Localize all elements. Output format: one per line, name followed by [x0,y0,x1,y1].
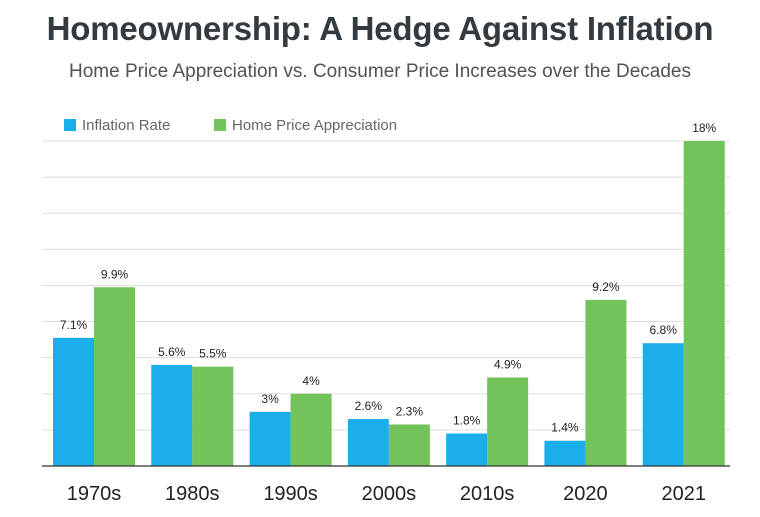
legend-swatch [214,119,226,131]
inflation-rate-bar [446,433,488,466]
home-price-appreciation-data-label: 2.3% [396,404,424,418]
x-tick-label: 2021 [661,483,706,505]
inflation-rate-data-label: 6.8% [650,323,678,337]
legend-swatch [64,119,76,131]
home-price-appreciation-bar [683,141,725,466]
legend: Inflation Rate Home Price Appreciation [64,117,397,134]
inflation-rate-data-label: 2.6% [355,399,383,413]
home-price-appreciation-bar [192,366,234,466]
data-labels: 7.1% 9.9% 5.6% 5.5% 3% 4% 2.6% 2.3% 1.8% 4.9% 1.4%… [60,121,717,435]
inflation-rate-bar [544,440,586,466]
inflation-rate-bar [53,337,94,466]
home-price-appreciation-data-label: 18% [692,121,716,135]
gridlines [42,140,730,431]
legend-label: Inflation Rate [82,117,170,134]
inflation-rate-data-label: 5.6% [158,345,186,359]
x-tick-label: 1990s [263,483,318,505]
home-price-appreciation-data-label: 4.9% [494,358,522,372]
home-price-appreciation-bar [290,393,332,466]
inflation-rate-bar [642,343,684,466]
home-price-appreciation-bar [388,424,430,466]
x-tick-label: 1970s [67,483,122,505]
home-price-appreciation-bar [585,299,627,466]
chart-subtitle: Home Price Appreciation vs. Consumer Pri… [69,61,691,82]
home-price-appreciation-bar [487,377,529,466]
inflation-rate-data-label: 7.1% [60,318,88,332]
x-tick-label: 1980s [165,483,220,505]
home-price-appreciation-bar [94,287,135,466]
inflation-rate-data-label: 1.4% [551,421,579,435]
inflation-rate-bar [249,411,291,466]
bars [53,141,725,466]
home-price-appreciation-data-label: 9.2% [592,280,620,294]
inflation-rate-data-label: 3% [261,392,279,406]
inflation-rate-data-label: 1.8% [453,414,481,428]
inflation-rate-bar [347,419,389,466]
x-axis-tick-labels: 1970s 1980s 1990s 2000s 2010s 2020 2021 [67,483,706,505]
chart-title: Homeownership: A Hedge Against Inflation [46,10,714,47]
home-price-appreciation-data-label: 4% [302,374,320,388]
home-price-appreciation-data-label: 9.9% [101,267,129,281]
inflation-rate-bar [151,364,193,466]
x-tick-label: 2010s [460,483,515,505]
x-tick-label: 2020 [563,483,608,505]
home-price-appreciation-data-label: 5.5% [199,347,227,361]
legend-label: Home Price Appreciation [232,117,397,134]
x-tick-label: 2000s [362,483,417,505]
